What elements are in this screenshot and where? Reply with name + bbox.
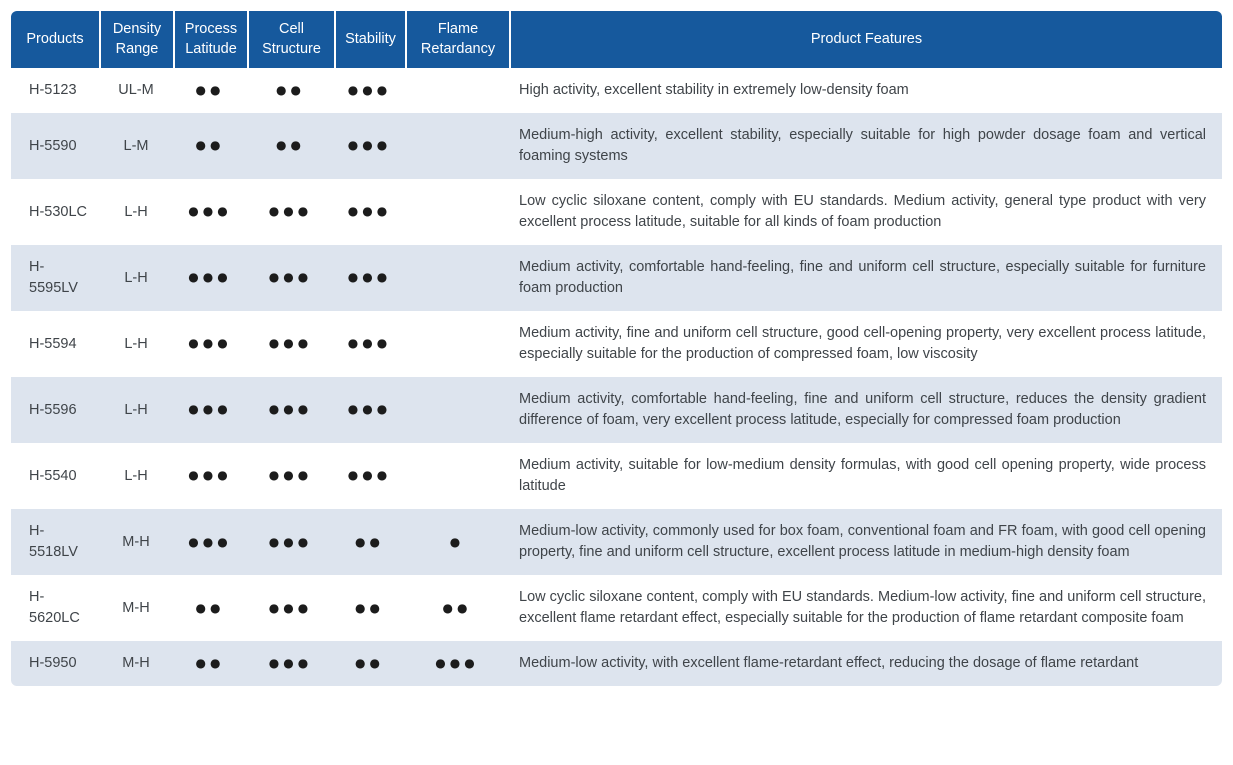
table-row: H-5594 L-H ●●● ●●● ●●● Medium activity, fine … <box>11 311 1222 378</box>
header-density-range: Density Range <box>99 11 173 68</box>
cell-structure-rating: ●● <box>276 82 305 97</box>
product-features-text: Medium-high activity, excellent stabilit… <box>519 127 1206 165</box>
table-row: H-5596 L-H ●●● ●●● ●●● Medium activity, comfo… <box>11 377 1222 444</box>
product-name: H-5950 <box>29 655 77 672</box>
product-spec-table-wrap: Products Density Range Process Latitude … <box>11 11 1222 687</box>
cell-structure-rating: ●● <box>276 138 305 153</box>
stability-rating: ●●● <box>347 468 392 483</box>
product-name: H-5594 <box>29 335 77 352</box>
header-stability: Stability <box>334 11 405 68</box>
stability-rating: ●●● <box>347 138 392 153</box>
cell-structure-rating: ●●● <box>268 468 313 483</box>
product-features-text: Medium activity, comfortable hand-feelin… <box>519 391 1206 429</box>
cell-structure-rating: ●●● <box>268 204 313 219</box>
stability-rating: ●●● <box>347 336 392 351</box>
product-name: H-5620LC <box>29 589 80 627</box>
product-name: H-5540 <box>29 467 77 484</box>
product-name: H-5595LV <box>29 259 78 297</box>
cell-structure-rating: ●●● <box>268 270 313 285</box>
product-name: H-5123 <box>29 82 77 98</box>
flame-retardancy-rating <box>405 113 509 179</box>
header-row: Products Density Range Process Latitude … <box>11 11 1222 68</box>
header-products: Products <box>11 11 99 68</box>
table-header: Products Density Range Process Latitude … <box>11 11 1222 68</box>
density-range-value: M-H <box>122 655 150 672</box>
stability-rating: ●● <box>355 656 384 671</box>
product-name: H-5590 <box>29 137 77 154</box>
cell-structure-rating: ●●● <box>268 402 313 417</box>
table-row: H-5518LV M-H ●●● ●●● ●● ● Medium-low activity,… <box>11 509 1222 576</box>
product-features-text: Medium activity, comfortable hand-feelin… <box>519 259 1206 297</box>
table-row: H-5595LV L-H ●●● ●●● ●●● Medium activity, com… <box>11 245 1222 312</box>
flame-retardancy-rating <box>405 68 509 113</box>
flame-retardancy-rating <box>405 443 509 509</box>
product-name: H-5596 <box>29 401 77 418</box>
process-latitude-rating: ●●● <box>188 468 232 483</box>
table-row: H-5540 L-H ●●● ●●● ●●● Medium activity, suita… <box>11 443 1222 510</box>
stability-rating: ●●● <box>347 270 392 285</box>
stability-rating: ●●● <box>347 204 392 219</box>
process-latitude-rating: ●●● <box>188 204 232 219</box>
process-latitude-rating: ●●● <box>188 336 232 351</box>
flame-retardancy-rating: ●● <box>442 600 472 615</box>
flame-retardancy-rating <box>405 179 509 245</box>
density-range-value: M-H <box>122 599 150 616</box>
header-product-features: Product Features <box>509 11 1222 68</box>
table-row: H-530LC L-H ●●● ●●● ●●● Low cyclic siloxane c… <box>11 179 1222 246</box>
density-range-value: L-H <box>124 269 148 286</box>
table-body: H-5123 UL-M ●● ●● ●●● High activity, excellen… <box>11 68 1222 687</box>
process-latitude-rating: ●●● <box>188 402 232 417</box>
process-latitude-rating: ●●● <box>188 270 232 285</box>
process-latitude-rating: ●● <box>195 82 225 97</box>
density-range-value: L-H <box>124 401 148 418</box>
table-row: H-5123 UL-M ●● ●● ●●● High activity, excellen… <box>11 68 1222 114</box>
stability-rating: ●● <box>355 600 384 615</box>
header-cell-structure: Cell Structure <box>247 11 334 68</box>
flame-retardancy-rating <box>405 377 509 443</box>
flame-retardancy-rating: ● <box>449 534 465 549</box>
cell-structure-rating: ●●● <box>268 600 313 615</box>
density-range-value: UL-M <box>118 82 154 98</box>
table-row: H-5950 M-H ●● ●●● ●● ●●● Medium-low activity, … <box>11 641 1222 687</box>
table-row: H-5620LC M-H ●● ●●● ●● ●● Low cyclic siloxane … <box>11 575 1222 642</box>
product-name: H-5518LV <box>29 523 78 561</box>
process-latitude-rating: ●● <box>195 600 225 615</box>
flame-retardancy-rating <box>405 245 509 311</box>
product-spec-table: Products Density Range Process Latitude … <box>11 11 1222 687</box>
cell-structure-rating: ●●● <box>268 534 313 549</box>
process-latitude-rating: ●● <box>195 656 225 671</box>
product-features-text: High activity, excellent stability in ex… <box>519 82 909 98</box>
flame-retardancy-rating <box>405 311 509 377</box>
cell-structure-rating: ●●● <box>268 336 313 351</box>
flame-retardancy-rating: ●●● <box>435 656 479 671</box>
product-name: H-530LC <box>29 203 88 220</box>
table-row: H-5590 L-M ●● ●● ●●● Medium-high activity, ex… <box>11 113 1222 180</box>
product-features-text: Low cyclic siloxane content, comply with… <box>519 193 1206 231</box>
stability-rating: ●●● <box>347 402 392 417</box>
product-features-text: Medium-low activity, with excellent flam… <box>519 655 1139 672</box>
process-latitude-rating: ●● <box>195 138 225 153</box>
stability-rating: ●● <box>355 534 384 549</box>
density-range-value: L-M <box>123 137 149 154</box>
density-range-value: L-H <box>124 467 148 484</box>
cell-structure-rating: ●●● <box>268 656 313 671</box>
process-latitude-rating: ●●● <box>188 534 232 549</box>
density-range-value: L-H <box>124 203 148 220</box>
density-range-value: M-H <box>122 533 150 550</box>
header-process-latitude: Process Latitude <box>173 11 247 68</box>
product-features-text: Medium activity, suitable for low-medium… <box>519 457 1206 495</box>
product-features-text: Medium-low activity, commonly used for b… <box>519 523 1206 561</box>
product-features-text: Medium activity, fine and uniform cell s… <box>519 325 1206 363</box>
stability-rating: ●●● <box>347 82 392 97</box>
header-flame-retardancy: Flame Retardancy <box>405 11 509 68</box>
product-features-text: Low cyclic siloxane content, comply with… <box>519 589 1206 627</box>
density-range-value: L-H <box>124 335 148 352</box>
